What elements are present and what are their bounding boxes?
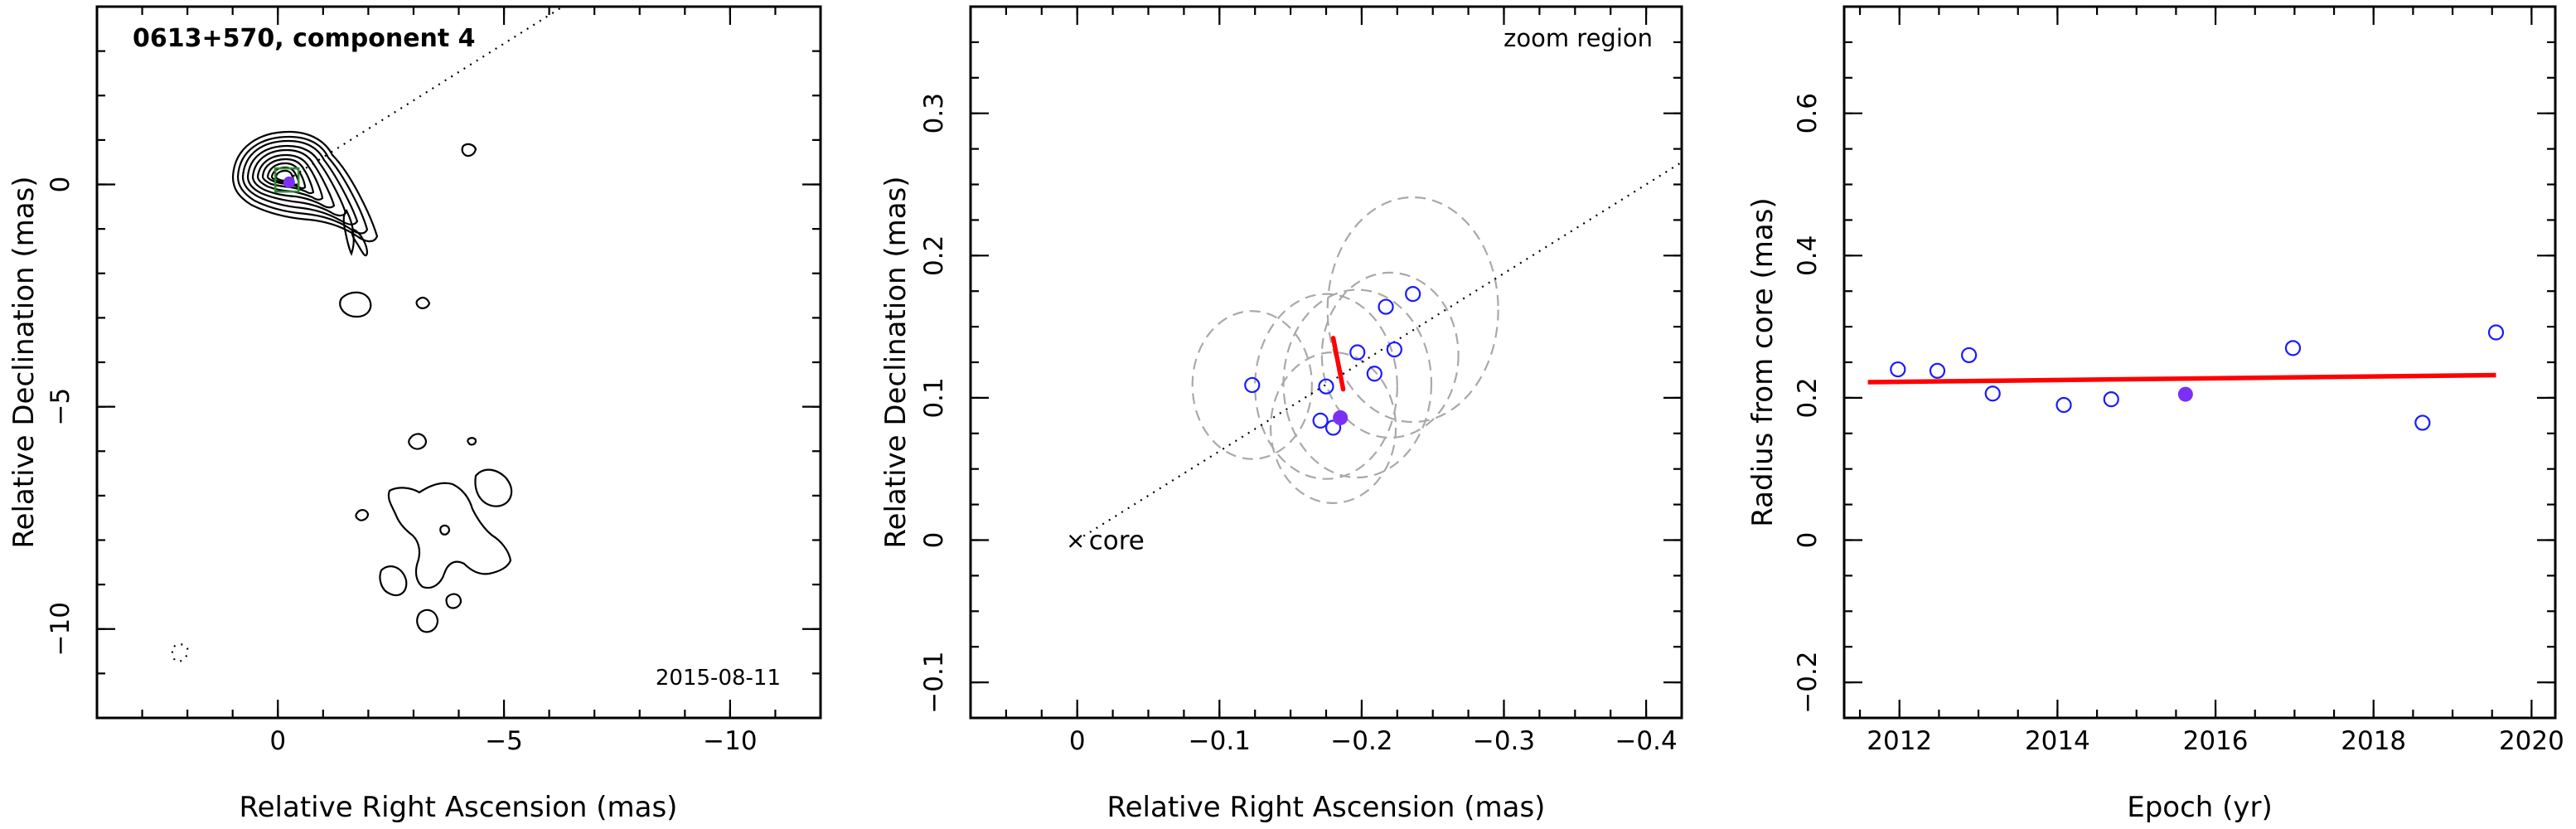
x-tick-label: 2014 (2025, 726, 2090, 756)
radius-data-point (1961, 347, 1978, 364)
epoch-date-label: 2015-08-11 (656, 666, 781, 691)
y-tick-label: 0 (1793, 532, 1823, 549)
zoom-points (1244, 286, 1421, 436)
zoom-data-point (1386, 341, 1402, 358)
y-tick-label: −0.2 (1793, 651, 1823, 713)
x-tick-label: 2020 (2499, 726, 2564, 756)
component-peak-dot (283, 176, 295, 188)
radius-data-point (1984, 385, 2001, 402)
radius-tick-labels: 2012 2014 2016 2018 2020 −0.2 0 0.2 0.4 0.6 (1793, 93, 2564, 756)
y-tick-label: 0.1 (919, 377, 949, 418)
error-ellipse (1326, 196, 1499, 424)
contour-map-xlabel: Relative Right Ascension (mas) (240, 791, 678, 824)
radius-frame (1842, 5, 2557, 720)
zoom-frame (969, 5, 1683, 720)
x-tick-label: −0.2 (1330, 726, 1392, 756)
zoom-data-point (1349, 344, 1366, 361)
radius-data-point (2103, 391, 2119, 408)
zoom-title: zoom region (1503, 24, 1653, 52)
error-ellipse (1282, 288, 1433, 479)
y-tick-label: −5 (46, 388, 75, 426)
core-cross: × (1066, 527, 1085, 555)
zoom-xlabel: Relative Right Ascension (mas) (1107, 791, 1546, 824)
x-tick-label: −5 (485, 726, 523, 756)
radius-highlight-point (2177, 386, 2193, 402)
x-tick-label: 0 (1069, 726, 1086, 756)
contour-map-panel: 0 −5 −10 0 −5 −10 (7, 5, 822, 824)
zoom-data-point (1312, 412, 1329, 429)
contour-map-contours (171, 130, 513, 663)
y-tick-label: −10 (46, 602, 75, 656)
contour-map-ticks (95, 5, 822, 720)
zoom-region-panel: 0 −0.1 −0.2 −0.3 −0.4 −0.1 0 0.1 0.2 0.3 × core z… (879, 5, 1683, 824)
error-ellipse (1269, 351, 1397, 504)
radius-ylabel: Radius from core (mas) (1746, 197, 1779, 526)
radius-epoch-panel: 2012 2014 2016 2018 2020 −0.2 0 0.2 0.4 0.6 Epoch… (1746, 5, 2564, 824)
y-tick-label: 0 (46, 177, 75, 193)
contour-map-tick-labels: 0 −5 −10 0 −5 −10 (46, 177, 758, 756)
zoom-data-point (1405, 286, 1421, 303)
radius-points (1890, 324, 2505, 431)
zoom-data-point (1324, 419, 1342, 436)
motion-segment (1330, 336, 1346, 392)
radius-data-point (2487, 324, 2505, 341)
radius-xlabel: Epoch (yr) (2127, 791, 2273, 824)
y-tick-label: 0.6 (1793, 93, 1823, 133)
component-position-marker (274, 167, 300, 193)
radius-fit-line (1867, 372, 2496, 385)
x-tick-label: −0.1 (1189, 726, 1251, 756)
x-tick-label: 2018 (2341, 726, 2406, 756)
x-tick-label: −0.4 (1615, 726, 1677, 756)
zoom-tick-labels: 0 −0.1 −0.2 −0.3 −0.4 −0.1 0 0.1 0.2 0.3 (919, 93, 1678, 756)
contour-map-ylabel: Relative Declination (mas) (7, 176, 41, 548)
zoom-ticks (969, 5, 1683, 720)
y-tick-label: −0.1 (919, 651, 949, 713)
zoom-highlight-point (1333, 410, 1349, 425)
x-tick-label: 2012 (1867, 726, 1932, 756)
radius-data-point (2414, 414, 2431, 431)
radius-data-point (2055, 396, 2072, 414)
zoom-data-point (1366, 366, 1382, 382)
zoom-direction-line (1077, 161, 1682, 541)
zoom-ylabel: Relative Declination (mas) (879, 176, 913, 548)
radius-data-point (1890, 361, 1906, 378)
radius-ticks (1844, 5, 2555, 720)
error-ellipse (1191, 310, 1313, 460)
y-tick-label: 0 (919, 532, 949, 549)
x-tick-label: 2016 (2183, 726, 2249, 756)
radius-data-point (2284, 340, 2302, 356)
radius-data-point (1929, 362, 1946, 379)
core-label: core (1089, 526, 1145, 556)
x-tick-label: −0.3 (1473, 726, 1535, 756)
zoom-error-ellipses (1191, 196, 1499, 504)
contour-map-frame (95, 5, 822, 720)
contour-map-title: 0613+570, component 4 (133, 24, 476, 53)
zoom-data-point (1318, 378, 1334, 395)
y-tick-label: 0.2 (1793, 377, 1823, 418)
y-tick-label: 0.3 (919, 93, 949, 133)
y-tick-label: 0.2 (919, 235, 949, 276)
error-ellipse (1254, 293, 1398, 480)
x-tick-label: −10 (703, 726, 757, 756)
y-tick-label: 0.4 (1793, 235, 1823, 276)
zoom-data-point (1378, 298, 1394, 315)
main-source-contours (231, 130, 379, 257)
error-ellipse (1320, 271, 1460, 439)
x-tick-label: 0 (269, 726, 286, 756)
zoom-data-point (1244, 376, 1261, 394)
